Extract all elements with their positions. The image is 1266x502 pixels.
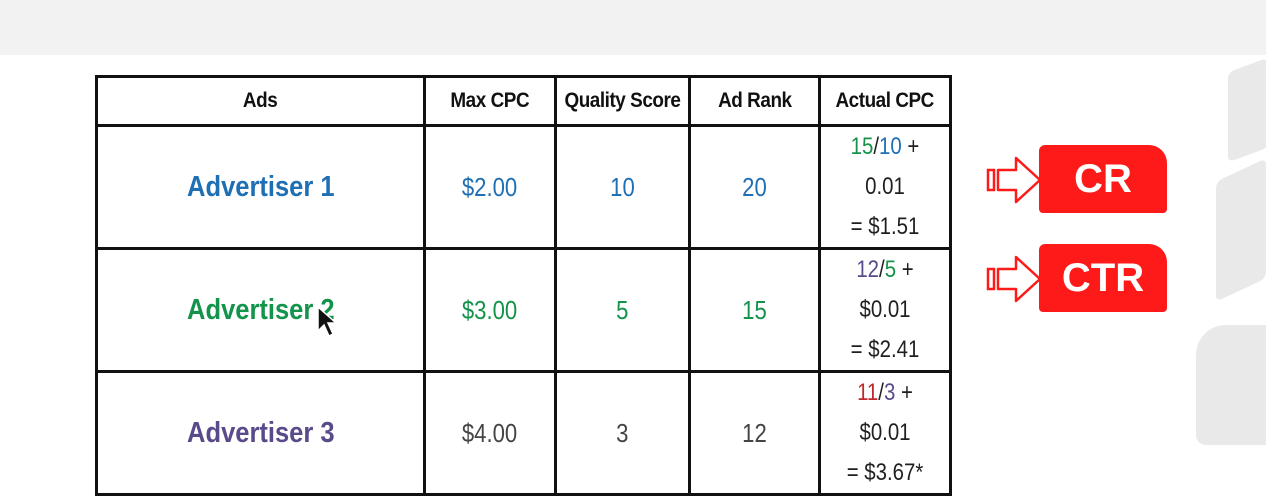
max-cpc-cell: $3.00 — [423, 247, 557, 373]
table-row: Advertiser 2 $3.00 5 15 12/5 + $0.01 = $… — [95, 247, 952, 373]
actual-cpc-formula: 12/5 + $0.01 — [856, 256, 914, 323]
header-actual-cpc: Actual CPC — [818, 75, 952, 127]
header-ads: Ads — [95, 75, 426, 127]
cr-badge: CR — [1039, 145, 1167, 213]
actual-cpc-cell: 11/3 + $0.01 = $3.67* — [818, 370, 952, 496]
right-arrow-outline-icon — [986, 156, 1042, 204]
quality-score-cell: 3 — [554, 370, 691, 496]
max-cpc-value: $3.00 — [462, 294, 518, 325]
max-cpc-cell: $2.00 — [423, 124, 557, 250]
actual-cpc-result: = $3.67* — [846, 459, 924, 486]
max-cpc-value: $2.00 — [462, 171, 518, 202]
ad-rank-value: 15 — [742, 294, 767, 325]
quality-score-cell: 10 — [554, 124, 691, 250]
actual-cpc-cell: 15/10 + 0.01 = $1.51 — [818, 124, 952, 250]
ad-rank-cell: 20 — [688, 124, 821, 250]
header-row: Ads Max CPC Quality Score Ad Rank Actual… — [95, 75, 952, 127]
header-ad-rank: Ad Rank — [688, 75, 821, 127]
ads-cpc-table: Ads Max CPC Quality Score Ad Rank Actual… — [95, 75, 952, 496]
table-row: Advertiser 1 $2.00 10 20 15/10 + 0.01 = … — [95, 124, 952, 250]
right-arrow-outline-icon — [986, 255, 1042, 303]
table-row: Advertiser 3 $4.00 3 12 11/3 + $0.01 = $… — [95, 370, 952, 496]
decor-shape — [1216, 158, 1266, 302]
quality-score-cell: 5 — [554, 247, 691, 373]
max-cpc-cell: $4.00 — [423, 370, 557, 496]
actual-cpc-formula: 15/10 + 0.01 — [850, 133, 920, 200]
page-top-band — [0, 0, 1266, 55]
advertiser-name: Advertiser 2 — [186, 293, 335, 326]
header-quality-score: Quality Score — [554, 75, 691, 127]
ad-rank-cell: 15 — [688, 247, 821, 373]
header-max-cpc: Max CPC — [423, 75, 557, 127]
ad-rank-cell: 12 — [688, 370, 821, 496]
quality-score-value: 10 — [610, 171, 635, 202]
advertiser-name: Advertiser 3 — [186, 416, 335, 449]
actual-cpc-formula: 11/3 + $0.01 — [857, 379, 913, 446]
ad-rank-value: 12 — [742, 417, 767, 448]
actual-cpc-result: = $1.51 — [850, 213, 920, 240]
max-cpc-value: $4.00 — [462, 417, 518, 448]
actual-cpc-result: = $2.41 — [850, 336, 920, 363]
decor-shape — [1196, 325, 1266, 445]
ad-rank-value: 20 — [742, 171, 767, 202]
advertiser-name: Advertiser 1 — [186, 170, 335, 203]
decor-shape — [1228, 57, 1266, 163]
ctr-badge: CTR — [1039, 244, 1167, 312]
advertiser-cell: Advertiser 3 — [95, 370, 426, 496]
actual-cpc-cell: 12/5 + $0.01 = $2.41 — [818, 247, 952, 373]
advertiser-cell: Advertiser 1 — [95, 124, 426, 250]
advertiser-cell: Advertiser 2 — [95, 247, 426, 373]
quality-score-value: 3 — [616, 417, 629, 448]
mouse-pointer-icon — [317, 305, 338, 338]
quality-score-value: 5 — [616, 294, 629, 325]
